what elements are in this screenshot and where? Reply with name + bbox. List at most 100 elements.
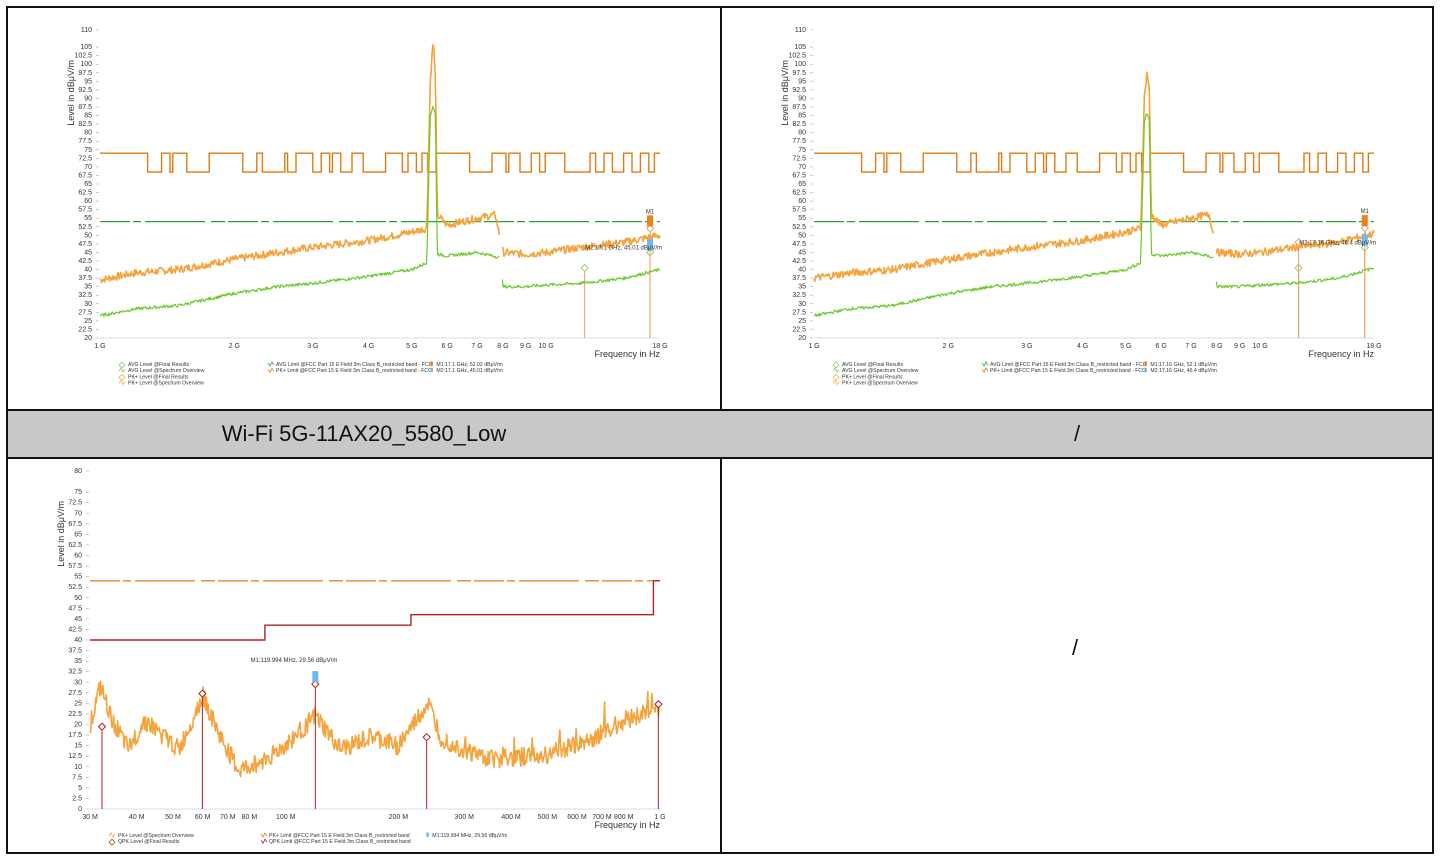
marker-flag [647,215,654,227]
y-tick-label: 77.5 [78,138,92,145]
y-tick-label: 62.5 [792,190,806,197]
y-tick-label: 27.5 [78,309,92,316]
y-tick-label: 37.5 [792,275,806,282]
y-tick-label: 77.5 [792,138,806,145]
y-tick-label: 55 [798,215,806,222]
x-tick-label: 6 G [441,343,452,350]
legend-entry: PK+ Level @Final Results [842,374,903,380]
marker-flag [647,239,654,251]
emission-chart-30m-1g: 807572.57067.56562.56057.55552.55047.545… [56,468,666,846]
y-tick-label: 75 [84,147,92,154]
y-tick-label: 85 [798,113,806,120]
final-result-diamond [1294,237,1303,247]
y-tick-label: 37.5 [68,648,82,655]
x-axis-label: Frequency in Hz [594,820,660,830]
final-result-diamond [1360,223,1369,233]
x-tick-label: 7 G [1185,343,1196,350]
legend-swatch [981,361,989,367]
y-tick-label: 72.5 [792,155,806,162]
y-tick-label: 70 [84,164,92,171]
marker-flag [1361,234,1368,246]
y-tick-label: 90 [84,95,92,102]
y-tick-label: 2.5 [72,795,82,802]
y-tick-label: 20 [798,335,806,342]
y-axis-label: Level in dBμV/m [56,501,66,567]
y-axis-label: Level in dBμV/m [780,60,790,126]
legend-entry: AVG Level @Final Results [128,362,190,368]
y-tick-label: 62.5 [78,190,92,197]
final-result-diamond [654,700,663,709]
x-tick-label: 6 G [1155,343,1166,350]
marker-label: M1 [646,209,655,215]
legend-entry: M1:17.1 GHz, 52.02 dBμV/m [436,362,502,368]
legend-swatch [108,832,116,838]
y-tick-label: 110 [81,27,92,34]
marker-callout: M2:17.16 GHz, 46.4 dBμV/m [1299,241,1376,247]
final-result-diamond [645,224,655,233]
legend-swatch [118,367,126,373]
y-tick-label: 110 [795,27,806,34]
x-tick-label: 50 M [165,814,181,821]
x-tick-label: 18 G [1366,343,1381,350]
x-tick-label: 30 M [82,814,98,821]
caption-row: Wi-Fi 5G-11AX20_5580_Low / [8,411,1432,457]
y-tick-label: 72.5 [78,155,92,162]
legend-swatch [426,832,429,837]
chart-cell-top-left: 110 105 102.5 100 97.5 95 92.5 90 87.5 85 82.5 80 77… [8,8,720,409]
y-tick-label: 100 [794,61,806,68]
y-tick-label: 65 [74,531,82,538]
marker-callout: M1:119.994 MHz, 29.56 dBμV/m [251,658,338,664]
chart-cell-bottom-left: 80 75 72.5 70 67.5 65 62.5 60 57.5 55 52.5 50 47.5 45… [8,459,720,852]
y-tick-label: 70 [74,510,82,517]
y-tick-label: 75 [798,147,806,154]
x-tick-label: 5 G [1120,343,1131,350]
legend-swatch [118,373,126,381]
x-tick-label: 400 M [501,814,521,821]
x-tick-label: 3 G [307,343,318,350]
x-tick-label: 9 G [520,343,531,350]
x-tick-label: 9 G [1234,343,1245,350]
y-tick-label: 55 [84,215,92,222]
y-tick-label: 25 [74,700,82,707]
y-tick-label: 20 [84,335,92,342]
legend-entry: M2:17.1 GHz, 45.01 dBμV/m [436,368,502,374]
y-tick-label: 60 [798,198,806,205]
y-tick-label: 57.5 [792,207,806,214]
legend-swatch [430,367,433,373]
y-tick-label: 22.5 [792,326,806,333]
y-tick-label: 47.5 [68,605,82,612]
pk-level-trace [99,44,661,284]
legend-entry: PK+ Level @Spectrum Overview [128,381,204,387]
x-tick-label: 4 G [363,343,374,350]
y-tick-label: 65 [84,181,92,188]
legend-swatch [832,379,840,386]
legend-entry: AVG Level @Spectrum Overview [128,368,205,374]
y-tick-label: 47.5 [792,241,806,248]
y-tick-label: 50 [84,232,92,239]
y-tick-label: 25 [798,318,806,325]
y-tick-label: 45 [84,249,92,256]
y-tick-label: 82.5 [78,121,92,128]
y-tick-label: 65 [798,181,806,188]
legend-swatch [832,367,840,373]
y-tick-label: 105 [80,44,92,51]
chart-cell-top-right: 110 105 102.5 100 97.5 95 92.5 90 87.5 85 82.5 80 77… [722,8,1432,409]
x-tick-label: 1 G [94,343,105,350]
y-tick-label: 60 [74,553,82,560]
legend-entry: AVG Level @Spectrum Overview [842,368,919,374]
x-tick-label: 700 M [592,814,612,821]
x-tick-label: 80 M [242,814,258,821]
y-tick-label: 67.5 [68,521,82,528]
y-tick-label: 47.5 [78,241,92,248]
y-tick-label: 102.5 [788,53,806,60]
legend-entry: QPK Level @Final Results [118,839,180,845]
y-tick-label: 80 [74,468,82,475]
y-tick-label: 10 [74,764,82,771]
not-applicable-mark: / [1072,635,1079,660]
y-tick-label: 15 [74,743,82,750]
y-tick-label: 67.5 [792,172,806,179]
legend-entry: PK+ Limit @FCC Part 15 E Field 3m Class … [269,833,410,839]
pk-limit-line [100,152,660,173]
